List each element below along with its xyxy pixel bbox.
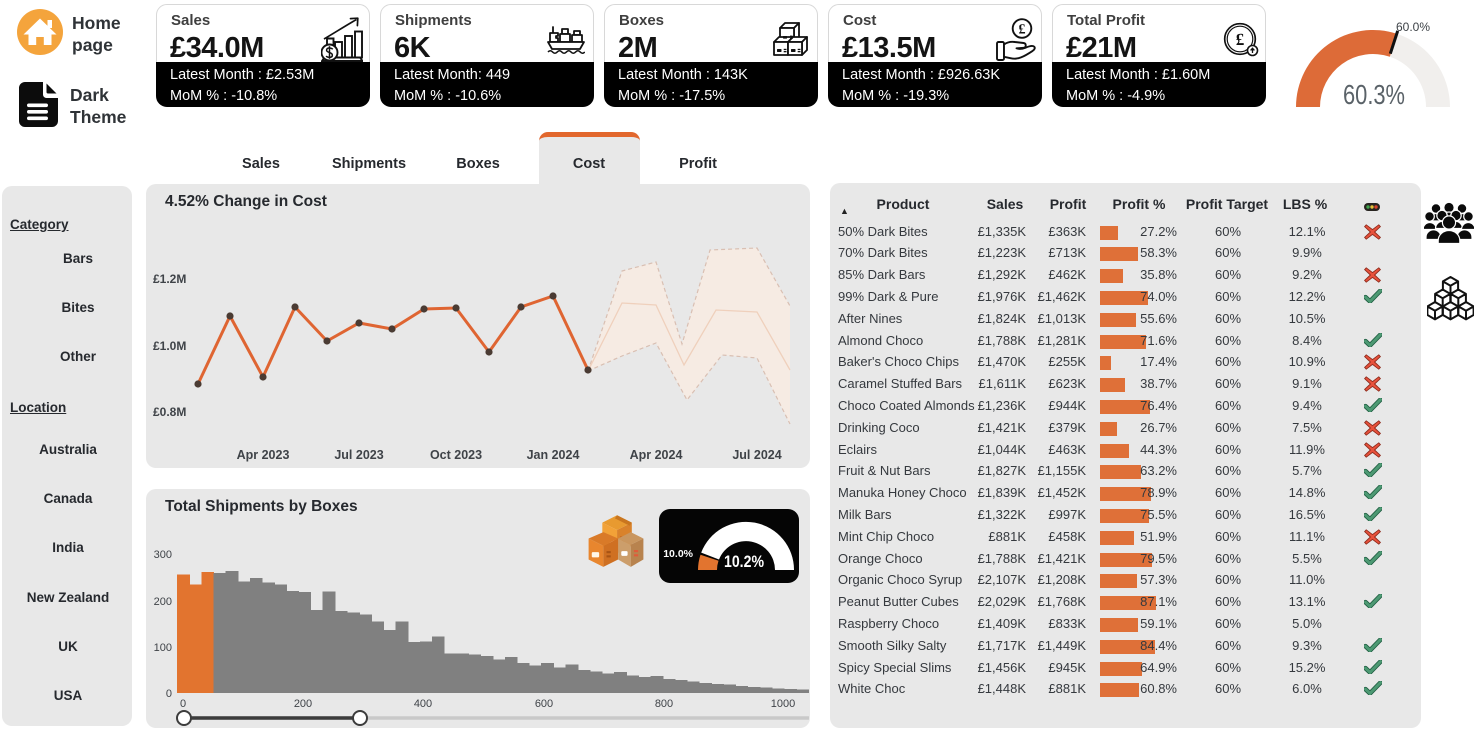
svg-text:800: 800 xyxy=(655,698,673,710)
svg-text:Apr 2024: Apr 2024 xyxy=(630,448,683,462)
svg-text:0: 0 xyxy=(166,688,172,700)
svg-text:£: £ xyxy=(1019,23,1026,38)
svg-text:10.0%: 10.0% xyxy=(663,548,693,560)
svg-text:60.0%: 60.0% xyxy=(1396,20,1430,34)
svg-text:Jul 2023: Jul 2023 xyxy=(334,448,383,462)
svg-text:400: 400 xyxy=(414,698,432,710)
svg-text:£0.8M: £0.8M xyxy=(153,405,186,419)
svg-text:200: 200 xyxy=(294,698,312,710)
svg-text:Jul 2024: Jul 2024 xyxy=(732,448,781,462)
svg-text:100: 100 xyxy=(154,642,172,654)
svg-text:10.2%: 10.2% xyxy=(724,553,764,571)
svg-text:300: 300 xyxy=(154,549,172,561)
svg-text:£: £ xyxy=(1236,30,1245,49)
svg-text:Apr 2023: Apr 2023 xyxy=(237,448,290,462)
svg-text:200: 200 xyxy=(154,596,172,608)
svg-text:£1.0M: £1.0M xyxy=(153,339,186,353)
svg-text:Oct 2023: Oct 2023 xyxy=(430,448,482,462)
svg-text:60.3%: 60.3% xyxy=(1343,79,1405,110)
svg-text:1000: 1000 xyxy=(771,698,795,710)
svg-text:0: 0 xyxy=(180,698,186,710)
svg-text:Jan 2024: Jan 2024 xyxy=(527,448,580,462)
svg-text:600: 600 xyxy=(535,698,553,710)
svg-text:£1.2M: £1.2M xyxy=(153,272,186,286)
